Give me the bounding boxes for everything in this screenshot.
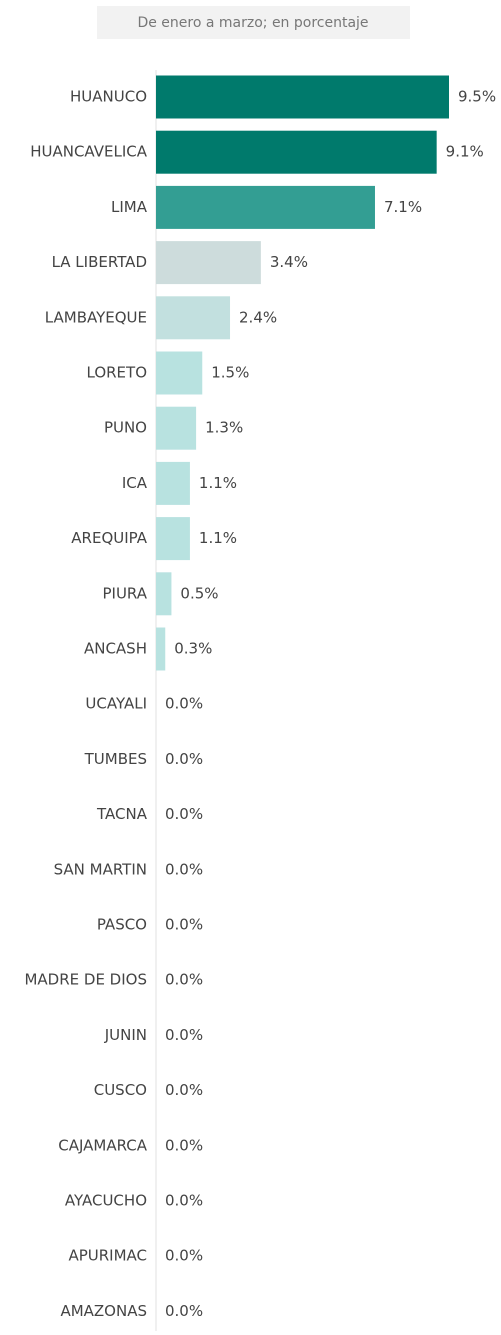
chart-subtitle: De enero a marzo; en porcentaje	[137, 15, 368, 31]
value-label: 9.5%	[458, 88, 496, 106]
value-label: 1.1%	[199, 529, 237, 547]
category-label: APURIMAC	[68, 1247, 147, 1265]
value-label: 0.0%	[165, 1247, 203, 1265]
category-label: HUANUCO	[70, 88, 147, 106]
value-label: 0.0%	[165, 1136, 203, 1154]
value-label: 0.0%	[165, 860, 203, 878]
value-label: 0.5%	[180, 584, 218, 602]
bar	[156, 627, 166, 671]
value-label: 0.0%	[165, 695, 203, 713]
value-label: 0.0%	[165, 805, 203, 823]
category-label: HUANCAVELICA	[30, 143, 148, 161]
category-label: PUNO	[104, 419, 147, 437]
category-label: JUNIN	[104, 1026, 147, 1044]
category-label: ICA	[122, 474, 148, 492]
value-label: 0.0%	[165, 1302, 203, 1320]
category-label: PASCO	[97, 916, 147, 934]
category-label: CUSCO	[94, 1081, 147, 1099]
bar	[156, 75, 449, 119]
category-label: AMAZONAS	[60, 1302, 147, 1320]
bar	[156, 461, 190, 505]
category-label: MADRE DE DIOS	[24, 971, 147, 989]
value-label: 3.4%	[270, 253, 308, 271]
subtitle-box	[97, 6, 410, 39]
bar	[156, 572, 172, 616]
category-label: TACNA	[96, 805, 148, 823]
category-label: TUMBES	[84, 750, 147, 768]
value-label: 7.1%	[384, 198, 422, 216]
category-label: SAN MARTIN	[54, 860, 147, 878]
category-label: PIURA	[102, 584, 147, 602]
category-label: LA LIBERTAD	[52, 253, 147, 271]
bar	[156, 351, 203, 395]
category-label: LIMA	[111, 198, 148, 216]
bar	[156, 517, 190, 561]
bar	[156, 296, 231, 340]
value-label: 0.3%	[174, 640, 212, 658]
value-label: 1.1%	[199, 474, 237, 492]
value-label: 0.0%	[165, 1026, 203, 1044]
value-label: 0.0%	[165, 750, 203, 768]
value-label: 0.0%	[165, 971, 203, 989]
category-label: CAJAMARCA	[58, 1136, 148, 1154]
bar	[156, 185, 375, 229]
category-label: ANCASH	[84, 640, 147, 658]
category-label: LORETO	[87, 364, 148, 382]
bar	[156, 130, 437, 174]
value-label: 9.1%	[446, 143, 484, 161]
category-label: AREQUIPA	[71, 529, 147, 547]
category-label: AYACUCHO	[65, 1192, 147, 1210]
value-label: 0.0%	[165, 1192, 203, 1210]
bar	[156, 406, 197, 450]
value-label: 1.5%	[211, 364, 249, 382]
category-label: UCAYALI	[85, 695, 147, 713]
value-label: 2.4%	[239, 308, 277, 326]
value-label: 1.3%	[205, 419, 243, 437]
value-label: 0.0%	[165, 1081, 203, 1099]
category-label: LAMBAYEQUE	[45, 308, 147, 326]
value-label: 0.0%	[165, 916, 203, 934]
bar	[156, 241, 261, 285]
